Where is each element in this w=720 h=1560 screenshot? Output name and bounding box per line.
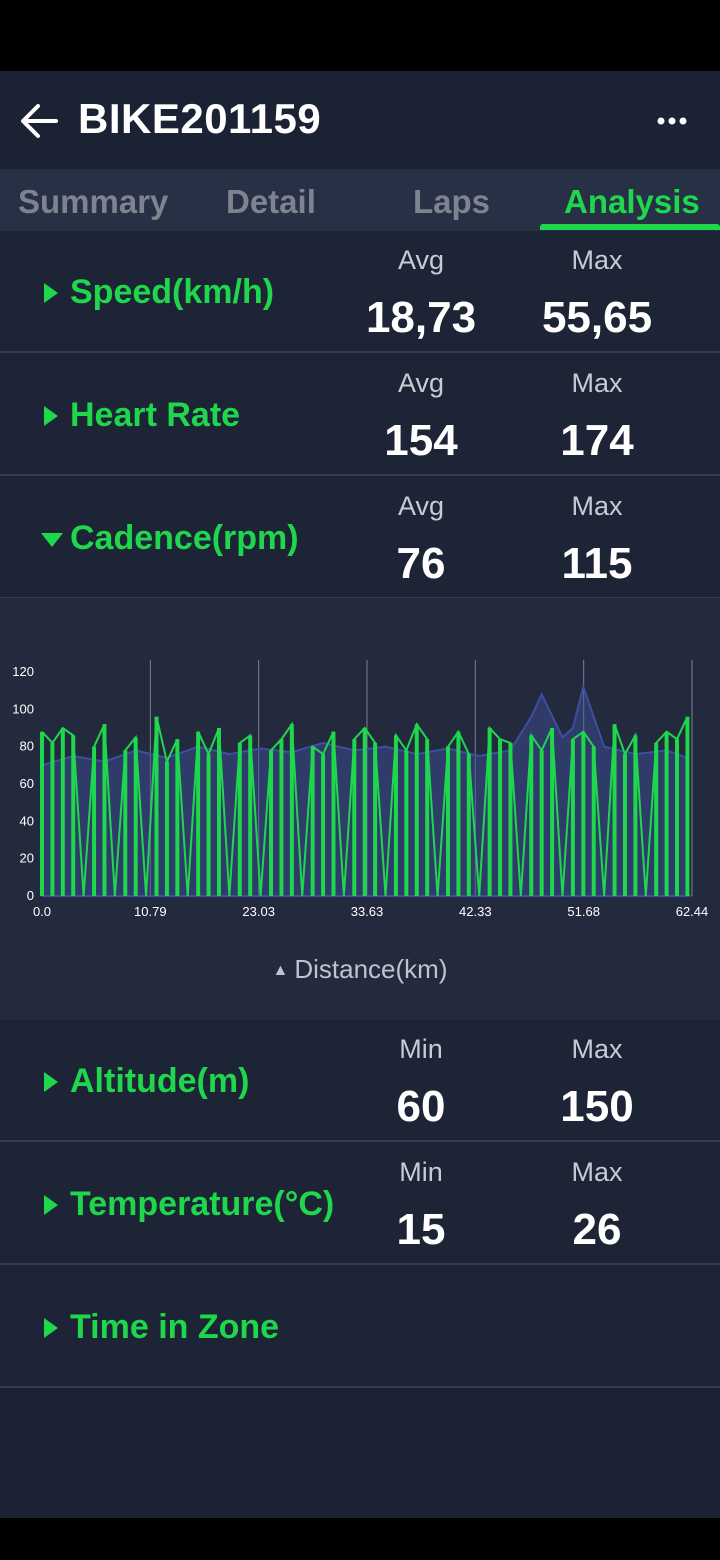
x-tick-label: 33.63 <box>351 904 384 919</box>
metric-stat-header: Min <box>399 1157 443 1187</box>
metric-stat-header: Min <box>399 1034 443 1064</box>
x-tick-label: 42.33 <box>459 904 492 919</box>
metric-row-altitude[interactable]: Altitude(m) Min 60 Max 150 <box>0 1020 720 1142</box>
y-tick-label: 80 <box>20 739 34 754</box>
triangle-right-icon <box>44 1318 58 1338</box>
y-tick-label: 20 <box>20 851 34 866</box>
metric-label: Heart Rate <box>70 396 241 434</box>
metric-label: Altitude(m) <box>70 1062 250 1100</box>
metric-label: Cadence(rpm) <box>70 519 299 557</box>
status-bar <box>0 0 720 71</box>
metric-stat-header: Avg <box>397 491 445 521</box>
tab-summary[interactable]: Summary <box>18 183 169 220</box>
x-tick-label: 23.03 <box>242 904 275 919</box>
metric-stat-value: 174 <box>560 416 634 465</box>
cadence-chart-panel: 0.0 10.79 23.03 33.63 42.33 51.68 62.44 0 20 40 60… <box>0 598 720 1020</box>
metric-row-speed[interactable]: Speed(km/h) Avg 18,73 Max 55,65 <box>0 231 720 353</box>
metric-stat-header: Avg <box>397 245 445 275</box>
x-tick-label: 62.44 <box>676 904 709 919</box>
sort-updown-icon: ▲︎ <box>272 962 289 979</box>
y-tick-label: 40 <box>20 813 34 828</box>
metric-stat-value: 150 <box>560 1082 634 1131</box>
tab-detail[interactable]: Detail <box>226 183 316 220</box>
x-tick-label: 51.68 <box>567 904 600 919</box>
triangle-down-icon <box>41 533 63 547</box>
page-title: BIKE201159 <box>78 95 322 142</box>
metric-stat-header: Max <box>571 491 623 521</box>
app-bar: BIKE201159 <box>0 71 720 169</box>
more-horizontal-icon[interactable] <box>650 101 694 141</box>
y-tick-label: 100 <box>12 701 34 716</box>
metric-row-temperature[interactable]: Temperature(°C) Min 15 Max 26 <box>0 1143 720 1265</box>
metric-stat-value: 76 <box>396 539 446 588</box>
triangle-right-icon <box>44 1195 58 1215</box>
tab-laps[interactable]: Laps <box>413 183 491 220</box>
x-tick-label: 10.79 <box>134 904 167 919</box>
x-axis-label: Distance(km) <box>294 954 448 984</box>
metric-stat-header: Avg <box>397 368 445 398</box>
arrow-left-icon[interactable] <box>18 101 60 141</box>
metric-stat-value: 18,73 <box>365 293 477 342</box>
x-axis-selector[interactable]: ▲︎ Distance(km) <box>0 954 720 985</box>
y-tick-label: 0 <box>27 888 34 903</box>
metric-stat-header: Max <box>571 1034 623 1064</box>
tab-analysis[interactable]: Analysis <box>564 183 700 220</box>
cadence-line <box>41 716 689 897</box>
metric-stat-value: 26 <box>572 1205 622 1254</box>
x-tick-label: 0.0 <box>33 904 51 919</box>
metric-stat-value: 115 <box>561 539 633 588</box>
metric-stat-value: 15 <box>396 1205 446 1254</box>
navigation-bar <box>0 1518 720 1560</box>
triangle-right-icon <box>44 283 58 303</box>
tab-bar: Summary Detail Laps Analysis <box>0 169 720 231</box>
triangle-right-icon <box>44 1072 58 1092</box>
y-tick-label: 60 <box>20 776 34 791</box>
metric-row-heart-rate[interactable]: Heart Rate Avg 154 Max 174 <box>0 354 720 476</box>
metric-stat-header: Max <box>571 1157 623 1187</box>
active-tab-indicator <box>540 224 720 230</box>
metric-label: Temperature(°C) <box>70 1185 335 1223</box>
metric-row-time-in-zone[interactable]: Time in Zone <box>0 1266 720 1388</box>
metric-label: Speed(km/h) <box>70 273 275 311</box>
metric-label: Time in Zone <box>70 1308 280 1346</box>
metric-stat-value: 154 <box>384 416 458 465</box>
cadence-chart[interactable]: 0.0 10.79 23.03 33.63 42.33 51.68 62.44 0 20 40 60… <box>0 598 720 938</box>
metric-stat-value: 60 <box>396 1082 446 1131</box>
metric-stat-header: Max <box>571 368 623 398</box>
metric-stat-value: 55,65 <box>541 293 653 342</box>
triangle-right-icon <box>44 406 58 426</box>
metric-row-cadence[interactable]: Cadence(rpm) Avg 76 Max 115 <box>0 477 720 599</box>
metric-stat-header: Max <box>571 245 623 275</box>
y-tick-label: 120 <box>12 664 34 679</box>
